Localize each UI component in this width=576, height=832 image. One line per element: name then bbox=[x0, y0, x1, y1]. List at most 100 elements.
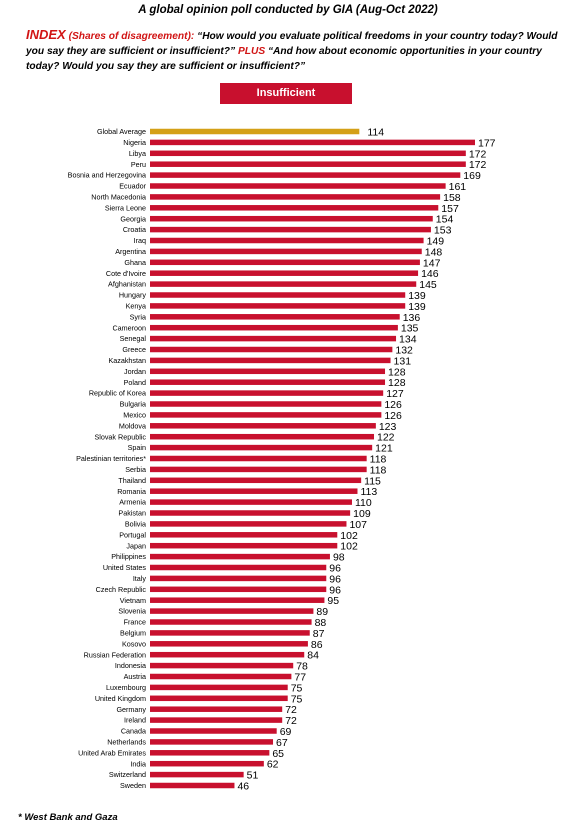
value-label-india: 62 bbox=[267, 759, 279, 771]
bar-moldova bbox=[150, 423, 376, 429]
value-label-greece: 132 bbox=[395, 345, 413, 357]
bar-palestinian-territories bbox=[150, 455, 367, 462]
bar-indonesia bbox=[150, 662, 294, 669]
category-label-north-macedonia: North Macedonia bbox=[91, 193, 146, 202]
value-label-nigeria: 177 bbox=[478, 137, 496, 149]
bar-france bbox=[150, 619, 312, 625]
value-label-afghanistan: 145 bbox=[419, 279, 437, 291]
bar-global-average bbox=[150, 128, 360, 135]
value-label-kosovo: 86 bbox=[311, 639, 323, 651]
bar-luxembourg bbox=[150, 684, 288, 691]
value-label-hungary: 139 bbox=[408, 290, 426, 302]
bar-argentina bbox=[150, 248, 422, 255]
bar-mexico bbox=[150, 412, 382, 418]
bar-portugal bbox=[150, 532, 338, 538]
bar-croatia bbox=[150, 226, 431, 233]
value-label-sweden: 46 bbox=[237, 781, 249, 793]
category-label-senegal: Senegal bbox=[120, 334, 147, 343]
bar-iraq bbox=[150, 237, 424, 244]
bar-japan bbox=[150, 542, 338, 549]
bar-czech-republic bbox=[150, 586, 327, 593]
bar-spain bbox=[150, 444, 373, 451]
value-label-peru: 172 bbox=[469, 159, 487, 171]
category-label-slovak-republic: Slovak Republic bbox=[94, 432, 146, 441]
bar-serbia bbox=[150, 466, 367, 473]
category-label-thailand: Thailand bbox=[118, 476, 146, 485]
bar-canada bbox=[150, 728, 277, 734]
bar-greece bbox=[150, 346, 393, 353]
bar-cote-d-ivoire bbox=[150, 270, 419, 276]
value-label-poland: 128 bbox=[388, 377, 406, 389]
category-label-hungary: Hungary bbox=[119, 291, 147, 300]
category-label-greece: Greece bbox=[122, 345, 146, 354]
bar-austria bbox=[150, 673, 292, 680]
value-label-germany: 72 bbox=[285, 704, 297, 716]
bar-pakistan bbox=[150, 510, 351, 516]
value-label-france: 88 bbox=[315, 617, 327, 629]
category-label-philippines: Philippines bbox=[111, 552, 146, 561]
value-label-slovak-republic: 122 bbox=[377, 432, 395, 444]
bar-ghana bbox=[150, 259, 420, 266]
category-label-moldova: Moldova bbox=[119, 421, 146, 430]
question-1-text: “How would you evaluate political freedo… bbox=[26, 31, 558, 57]
category-label-canada: Canada bbox=[121, 727, 146, 736]
value-label-spain: 121 bbox=[375, 443, 393, 455]
value-label-global-average: 114 bbox=[367, 127, 384, 139]
bar-romania bbox=[150, 488, 358, 494]
category-label-slovenia: Slovenia bbox=[118, 607, 146, 616]
value-label-portugal: 102 bbox=[340, 530, 358, 542]
bar-united-kingdom bbox=[150, 695, 288, 702]
bar-kazakhstan bbox=[150, 357, 391, 364]
value-label-netherlands: 67 bbox=[276, 737, 288, 749]
category-label-united-arab-emirates: United Arab Emirates bbox=[78, 748, 146, 757]
bar-libya bbox=[150, 150, 466, 157]
category-label-italy: Italy bbox=[133, 574, 147, 583]
value-label-bulgaria: 126 bbox=[384, 399, 402, 411]
category-label-france: France bbox=[124, 618, 146, 627]
value-label-senegal: 134 bbox=[399, 334, 417, 346]
category-label-luxembourg: Luxembourg bbox=[106, 683, 146, 692]
value-label-moldova: 123 bbox=[379, 421, 397, 433]
value-label-libya: 172 bbox=[469, 148, 487, 160]
plus-label: PLUS bbox=[237, 46, 266, 57]
value-label-argentina: 148 bbox=[425, 246, 443, 258]
value-label-armenia: 110 bbox=[355, 497, 372, 509]
bar-italy bbox=[150, 575, 327, 582]
category-label-jordan: Jordan bbox=[124, 367, 146, 376]
category-label-republic-of-korea: Republic of Korea bbox=[89, 389, 146, 398]
bar-united-states bbox=[150, 564, 327, 571]
bar-poland bbox=[150, 379, 386, 385]
value-label-belgium: 87 bbox=[313, 628, 325, 640]
category-label-peru: Peru bbox=[131, 160, 146, 169]
category-label-armenia: Armenia bbox=[119, 498, 146, 507]
bar-kenya bbox=[150, 303, 406, 309]
category-label-japan: Japan bbox=[126, 541, 146, 550]
category-label-bolivia: Bolivia bbox=[125, 520, 146, 529]
category-label-ghana: Ghana bbox=[124, 258, 146, 267]
category-label-argentina: Argentina bbox=[115, 247, 146, 256]
value-label-sierra-leone: 157 bbox=[441, 203, 459, 215]
category-label-bulgaria: Bulgaria bbox=[120, 400, 146, 409]
category-label-czech-republic: Czech Republic bbox=[96, 585, 147, 594]
category-label-ecuador: Ecuador bbox=[119, 182, 146, 191]
category-label-global-average: Global Average bbox=[97, 127, 146, 136]
bar-switzerland bbox=[150, 771, 244, 778]
value-label-kenya: 139 bbox=[408, 301, 426, 313]
value-label-united-kingdom: 75 bbox=[291, 693, 303, 705]
category-label-ireland: Ireland bbox=[124, 716, 146, 725]
value-label-canada: 69 bbox=[280, 726, 292, 738]
category-label-belgium: Belgium bbox=[120, 629, 146, 638]
value-label-russian-federation: 84 bbox=[307, 650, 319, 662]
bar-india bbox=[150, 760, 264, 767]
survey-question: INDEX (Shares of disagreement): “How wou… bbox=[26, 27, 566, 74]
category-label-nigeria: Nigeria bbox=[123, 138, 146, 147]
category-label-kazakhstan: Kazakhstan bbox=[108, 356, 146, 365]
category-label-afghanistan: Afghanistan bbox=[108, 280, 146, 289]
category-label-romania: Romania bbox=[117, 487, 146, 496]
category-label-india: India bbox=[130, 759, 146, 768]
bar-syria bbox=[150, 314, 400, 320]
bar-philippines bbox=[150, 553, 330, 560]
value-label-austria: 77 bbox=[294, 672, 306, 684]
category-label-kenya: Kenya bbox=[126, 302, 146, 311]
question-2-text: “And how about economic opportunities in… bbox=[26, 46, 542, 72]
